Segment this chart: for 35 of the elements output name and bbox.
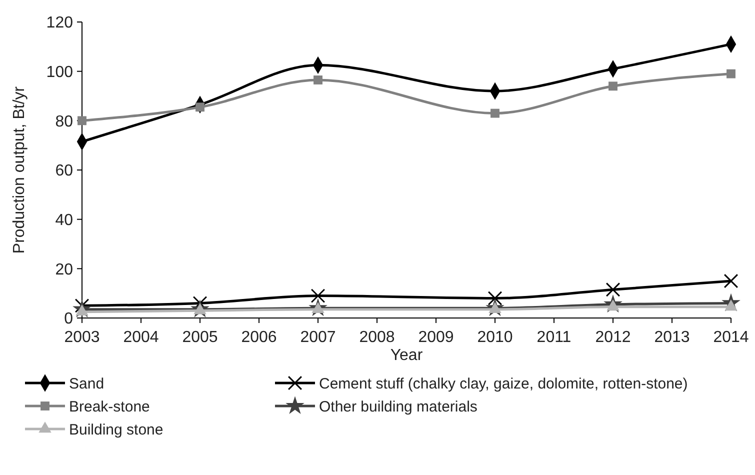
- x-tick-label: 2007: [300, 329, 336, 346]
- x-tick-label: 2012: [595, 329, 631, 346]
- y-tick-label: 0: [64, 310, 74, 328]
- x-tick-label: 2006: [241, 329, 277, 346]
- y-axis-title: Production output, Bt/yr: [11, 86, 28, 254]
- legend-label: Cement stuff (chalky clay, gaize, dolomite, rotten-stone): [319, 375, 688, 392]
- x-tick-label: 2011: [536, 329, 572, 346]
- y-tick-label: 20: [55, 261, 74, 278]
- point: [78, 116, 86, 126]
- x-axis-title: Year: [390, 347, 424, 364]
- point: [724, 274, 738, 288]
- x-tick-label: 2013: [654, 329, 690, 346]
- point: [608, 82, 618, 91]
- legend-label: Sand: [69, 375, 104, 392]
- x-tick-label: 2005: [182, 329, 218, 346]
- x-tick-label: 2003: [64, 329, 100, 346]
- y-tick-label: 120: [46, 14, 74, 32]
- x-tick-label: 2004: [123, 329, 159, 346]
- legend-label: Building stone: [69, 421, 164, 438]
- x-tick-label: 2009: [418, 329, 454, 346]
- point: [314, 75, 322, 84]
- point: [488, 291, 502, 306]
- y-tick-label: 40: [55, 212, 74, 229]
- y-tick-label: 80: [55, 113, 74, 130]
- point: [310, 288, 326, 303]
- y-tick-label: 60: [55, 162, 74, 180]
- legend-label: Break-stone: [69, 398, 150, 416]
- legend-label: Other building materials: [319, 398, 478, 416]
- x-tick-label: 2010: [477, 329, 513, 346]
- point: [606, 282, 620, 297]
- point: [726, 69, 736, 78]
- x-tick-label: 2014: [713, 329, 749, 346]
- point: [490, 108, 500, 118]
- x-tick-label: 2008: [359, 329, 395, 346]
- y-tick-label: 100: [46, 64, 74, 81]
